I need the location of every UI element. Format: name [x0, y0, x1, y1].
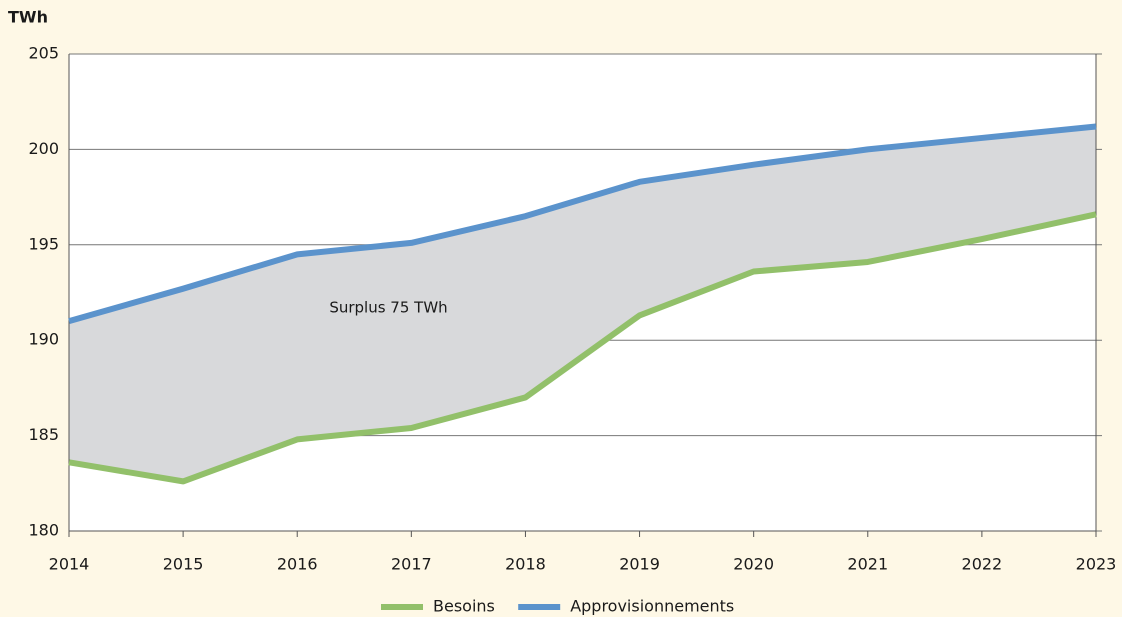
annotation: Surplus 75 TWh: [329, 298, 447, 316]
x-tick-label: 2014: [49, 555, 90, 574]
surplus-area: [69, 126, 1096, 482]
series-line: [68, 211, 1097, 485]
x-tick-label: 2018: [505, 555, 546, 574]
x-tick-label: 2023: [1076, 555, 1117, 574]
x-tick-label: 2015: [163, 555, 204, 574]
legend-label: Approvisionnements: [570, 597, 734, 616]
x-tick-label: 2020: [733, 555, 774, 574]
y-axis-label: TWh: [8, 8, 48, 27]
x-tick-label: 2022: [962, 555, 1003, 574]
y-tick-label: 190: [28, 330, 59, 349]
y-tick-label: 180: [28, 521, 59, 540]
y-tick-label: 185: [28, 425, 59, 444]
x-tick-label: 2021: [847, 555, 888, 574]
legend-label: Besoins: [433, 597, 495, 616]
y-tick-label: 200: [28, 139, 59, 158]
x-tick-label: 2016: [277, 555, 318, 574]
y-tick-label: 205: [28, 44, 59, 63]
series-line: [68, 123, 1097, 325]
x-tick-label: 2017: [391, 555, 432, 574]
x-tick-label: 2019: [619, 555, 660, 574]
y-tick-label: 195: [28, 234, 59, 253]
